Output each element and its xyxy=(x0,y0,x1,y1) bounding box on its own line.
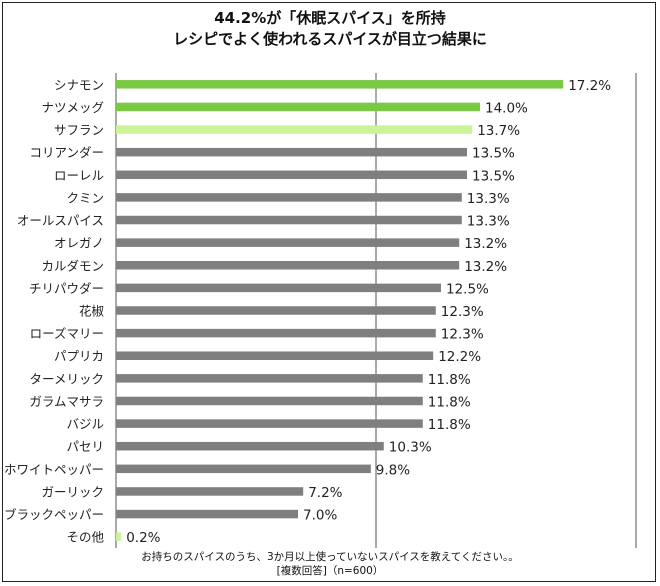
bar-11 xyxy=(116,328,436,338)
value-label-7: 13.2% xyxy=(464,236,507,252)
category-label-14: ガラムマサラ xyxy=(29,394,104,409)
category-label-5: クミン xyxy=(66,190,104,205)
category-label-13: ターメリック xyxy=(29,371,104,386)
category-label-6: オールスパイス xyxy=(17,213,104,228)
bar-15 xyxy=(116,419,423,428)
value-label-6: 13.3% xyxy=(467,214,510,230)
value-label-11: 12.3% xyxy=(441,327,484,343)
value-label-15: 11.8% xyxy=(428,417,471,433)
value-label-0: 17.2% xyxy=(568,78,611,94)
value-label-14: 11.8% xyxy=(428,394,471,410)
bar-8 xyxy=(116,261,460,270)
category-label-9: チリパウダー xyxy=(29,281,104,296)
bar-4 xyxy=(116,170,467,180)
bar-13 xyxy=(116,374,423,383)
value-label-2: 13.7% xyxy=(477,123,520,139)
bar-16 xyxy=(116,441,384,451)
bar-9 xyxy=(116,283,441,293)
bar-5 xyxy=(116,193,462,202)
category-label-4: ローレル xyxy=(54,168,104,183)
bar-0 xyxy=(116,80,564,89)
category-label-17: ホワイトペッパー xyxy=(4,462,104,477)
bar-18 xyxy=(116,487,304,496)
value-label-17: 9.8% xyxy=(376,462,410,478)
category-label-11: ローズマリー xyxy=(30,326,104,341)
bar-10 xyxy=(116,306,436,315)
bar-14 xyxy=(116,396,423,406)
bar-2 xyxy=(116,125,473,134)
category-label-15: バジル xyxy=(66,417,104,432)
value-label-18: 7.2% xyxy=(308,485,342,501)
chart-title: 44.2%が「休眠スパイス」を所持 レシピでよく使われるスパイスが目立つ結果に xyxy=(0,8,660,50)
category-label-19: ブラックペッパー xyxy=(4,507,104,522)
value-label-3: 13.5% xyxy=(472,146,515,162)
category-label-12: パプリカ xyxy=(54,349,104,364)
bar-12 xyxy=(116,351,434,360)
category-label-2: サフラン xyxy=(54,123,104,138)
title-line-1: 44.2%が「休眠スパイス」を所持 xyxy=(214,9,446,27)
bar-1 xyxy=(116,102,480,112)
value-label-10: 12.3% xyxy=(441,304,484,320)
value-label-9: 12.5% xyxy=(446,281,489,297)
category-label-0: シナモン xyxy=(54,77,104,92)
value-label-19: 7.0% xyxy=(303,508,337,524)
bar-20 xyxy=(116,532,122,541)
value-label-12: 12.2% xyxy=(438,349,481,365)
value-label-16: 10.3% xyxy=(389,440,432,456)
category-label-20: その他 xyxy=(66,530,104,545)
category-label-7: オレガノ xyxy=(54,236,104,251)
footnote-question: お持ちのスパイスのうち、3か月以上使っていないスパイスを教えてください。。 xyxy=(141,551,519,563)
bar-19 xyxy=(116,509,298,519)
category-label-10: 花椒 xyxy=(79,304,105,319)
category-label-3: コリアンダー xyxy=(29,145,104,160)
value-label-8: 13.2% xyxy=(464,259,507,275)
value-label-13: 11.8% xyxy=(428,372,471,388)
footnote-sample: [複数回答]（n=600） xyxy=(276,565,384,577)
footnote: お持ちのスパイスのうち、3か月以上使っていないスパイスを教えてください。。 [複… xyxy=(0,550,660,578)
value-label-5: 13.3% xyxy=(467,191,510,207)
category-label-8: カルダモン xyxy=(41,258,104,273)
bar-17 xyxy=(116,464,371,474)
bar-7 xyxy=(116,238,460,247)
value-label-1: 14.0% xyxy=(485,100,528,116)
bar-3 xyxy=(116,147,467,157)
category-label-16: パセリ xyxy=(66,439,104,454)
title-line-2: レシピでよく使われるスパイスが目立つ結果に xyxy=(173,30,487,48)
value-label-20: 0.2% xyxy=(126,530,160,546)
category-label-18: ガーリック xyxy=(41,484,104,499)
category-label-1: ナツメッグ xyxy=(41,100,104,115)
value-label-4: 13.5% xyxy=(472,168,515,184)
bar-6 xyxy=(116,215,462,225)
